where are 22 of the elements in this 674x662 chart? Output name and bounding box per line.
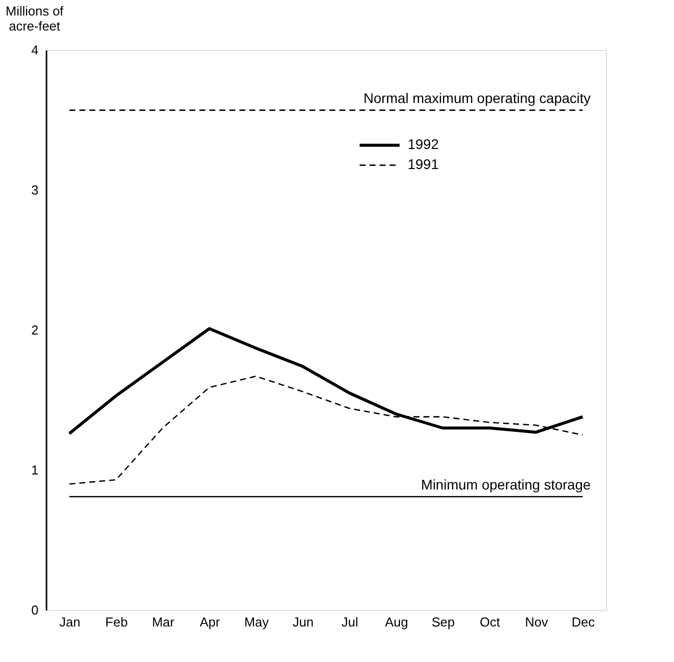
ref-line-label: Minimum operating storage	[421, 476, 591, 493]
x-tick-label: Oct	[480, 614, 500, 630]
x-tick-label: Apr	[200, 614, 221, 630]
x-tick-label: Aug	[384, 614, 408, 630]
ref-line-label: Normal maximum operating capacity	[363, 90, 591, 106]
legend-label: 1991	[408, 156, 439, 172]
x-tick-label: Nov	[524, 614, 549, 630]
x-tick-label: Feb	[105, 614, 128, 630]
x-tick-label: Sep	[432, 614, 455, 630]
y-tick-label: 0	[31, 602, 38, 618]
y-tick-label: 3	[31, 182, 38, 198]
x-tick-label: Jul	[342, 614, 358, 630]
legend-label: 1992	[408, 136, 439, 152]
y-tick-label: 2	[31, 322, 38, 338]
y-tick-label: 1	[31, 462, 38, 478]
x-tick-label: Mar	[152, 614, 176, 630]
x-tick-label: Jan	[59, 614, 80, 630]
x-tick-label: Dec	[572, 614, 596, 630]
y-axis-title: Millions of acre-feet	[6, 4, 64, 34]
y-tick-label: 4	[31, 42, 38, 58]
x-tick-label: May	[244, 614, 270, 630]
x-tick-label: Jun	[292, 614, 314, 630]
